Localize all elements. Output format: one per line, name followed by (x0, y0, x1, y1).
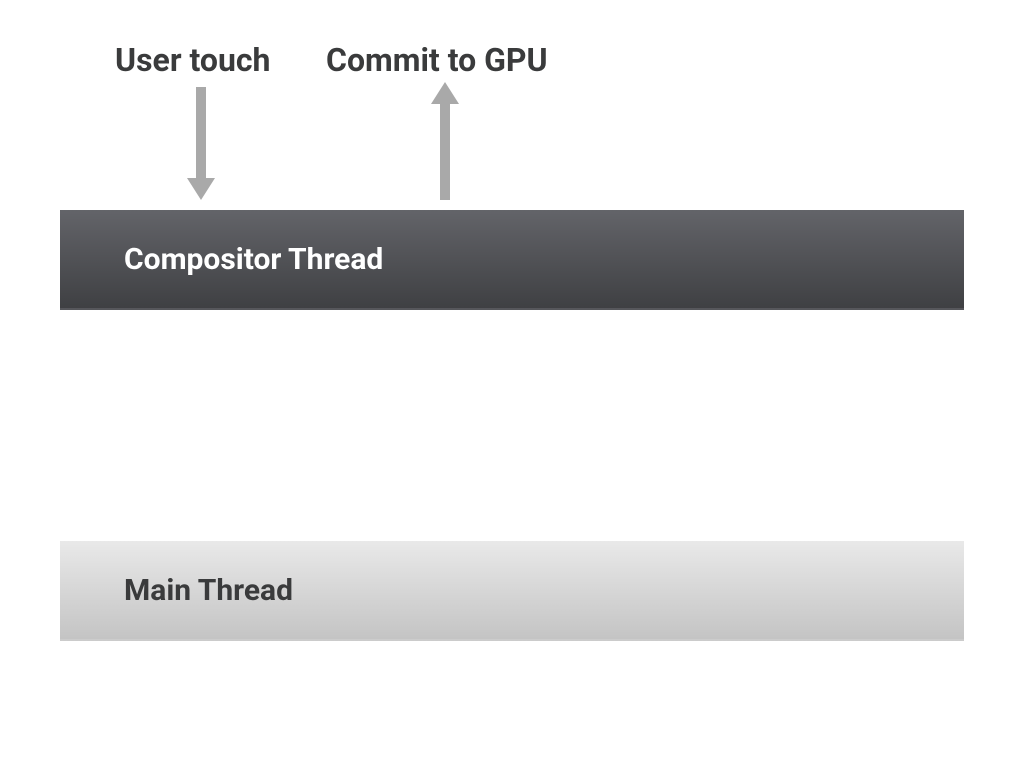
diagram-canvas: User touch Commit to GPU Compositor Thre… (0, 0, 1024, 768)
main-thread-bar: Main Thread (60, 541, 964, 641)
main-thread-label: Main Thread (124, 573, 293, 608)
label-user-touch: User touch (115, 41, 270, 79)
arrow-up-icon (429, 82, 461, 200)
compositor-thread-bar: Compositor Thread (60, 210, 964, 310)
label-commit-to-gpu: Commit to GPU (326, 41, 548, 79)
compositor-thread-label: Compositor Thread (124, 242, 383, 277)
arrow-down-icon (185, 87, 217, 200)
